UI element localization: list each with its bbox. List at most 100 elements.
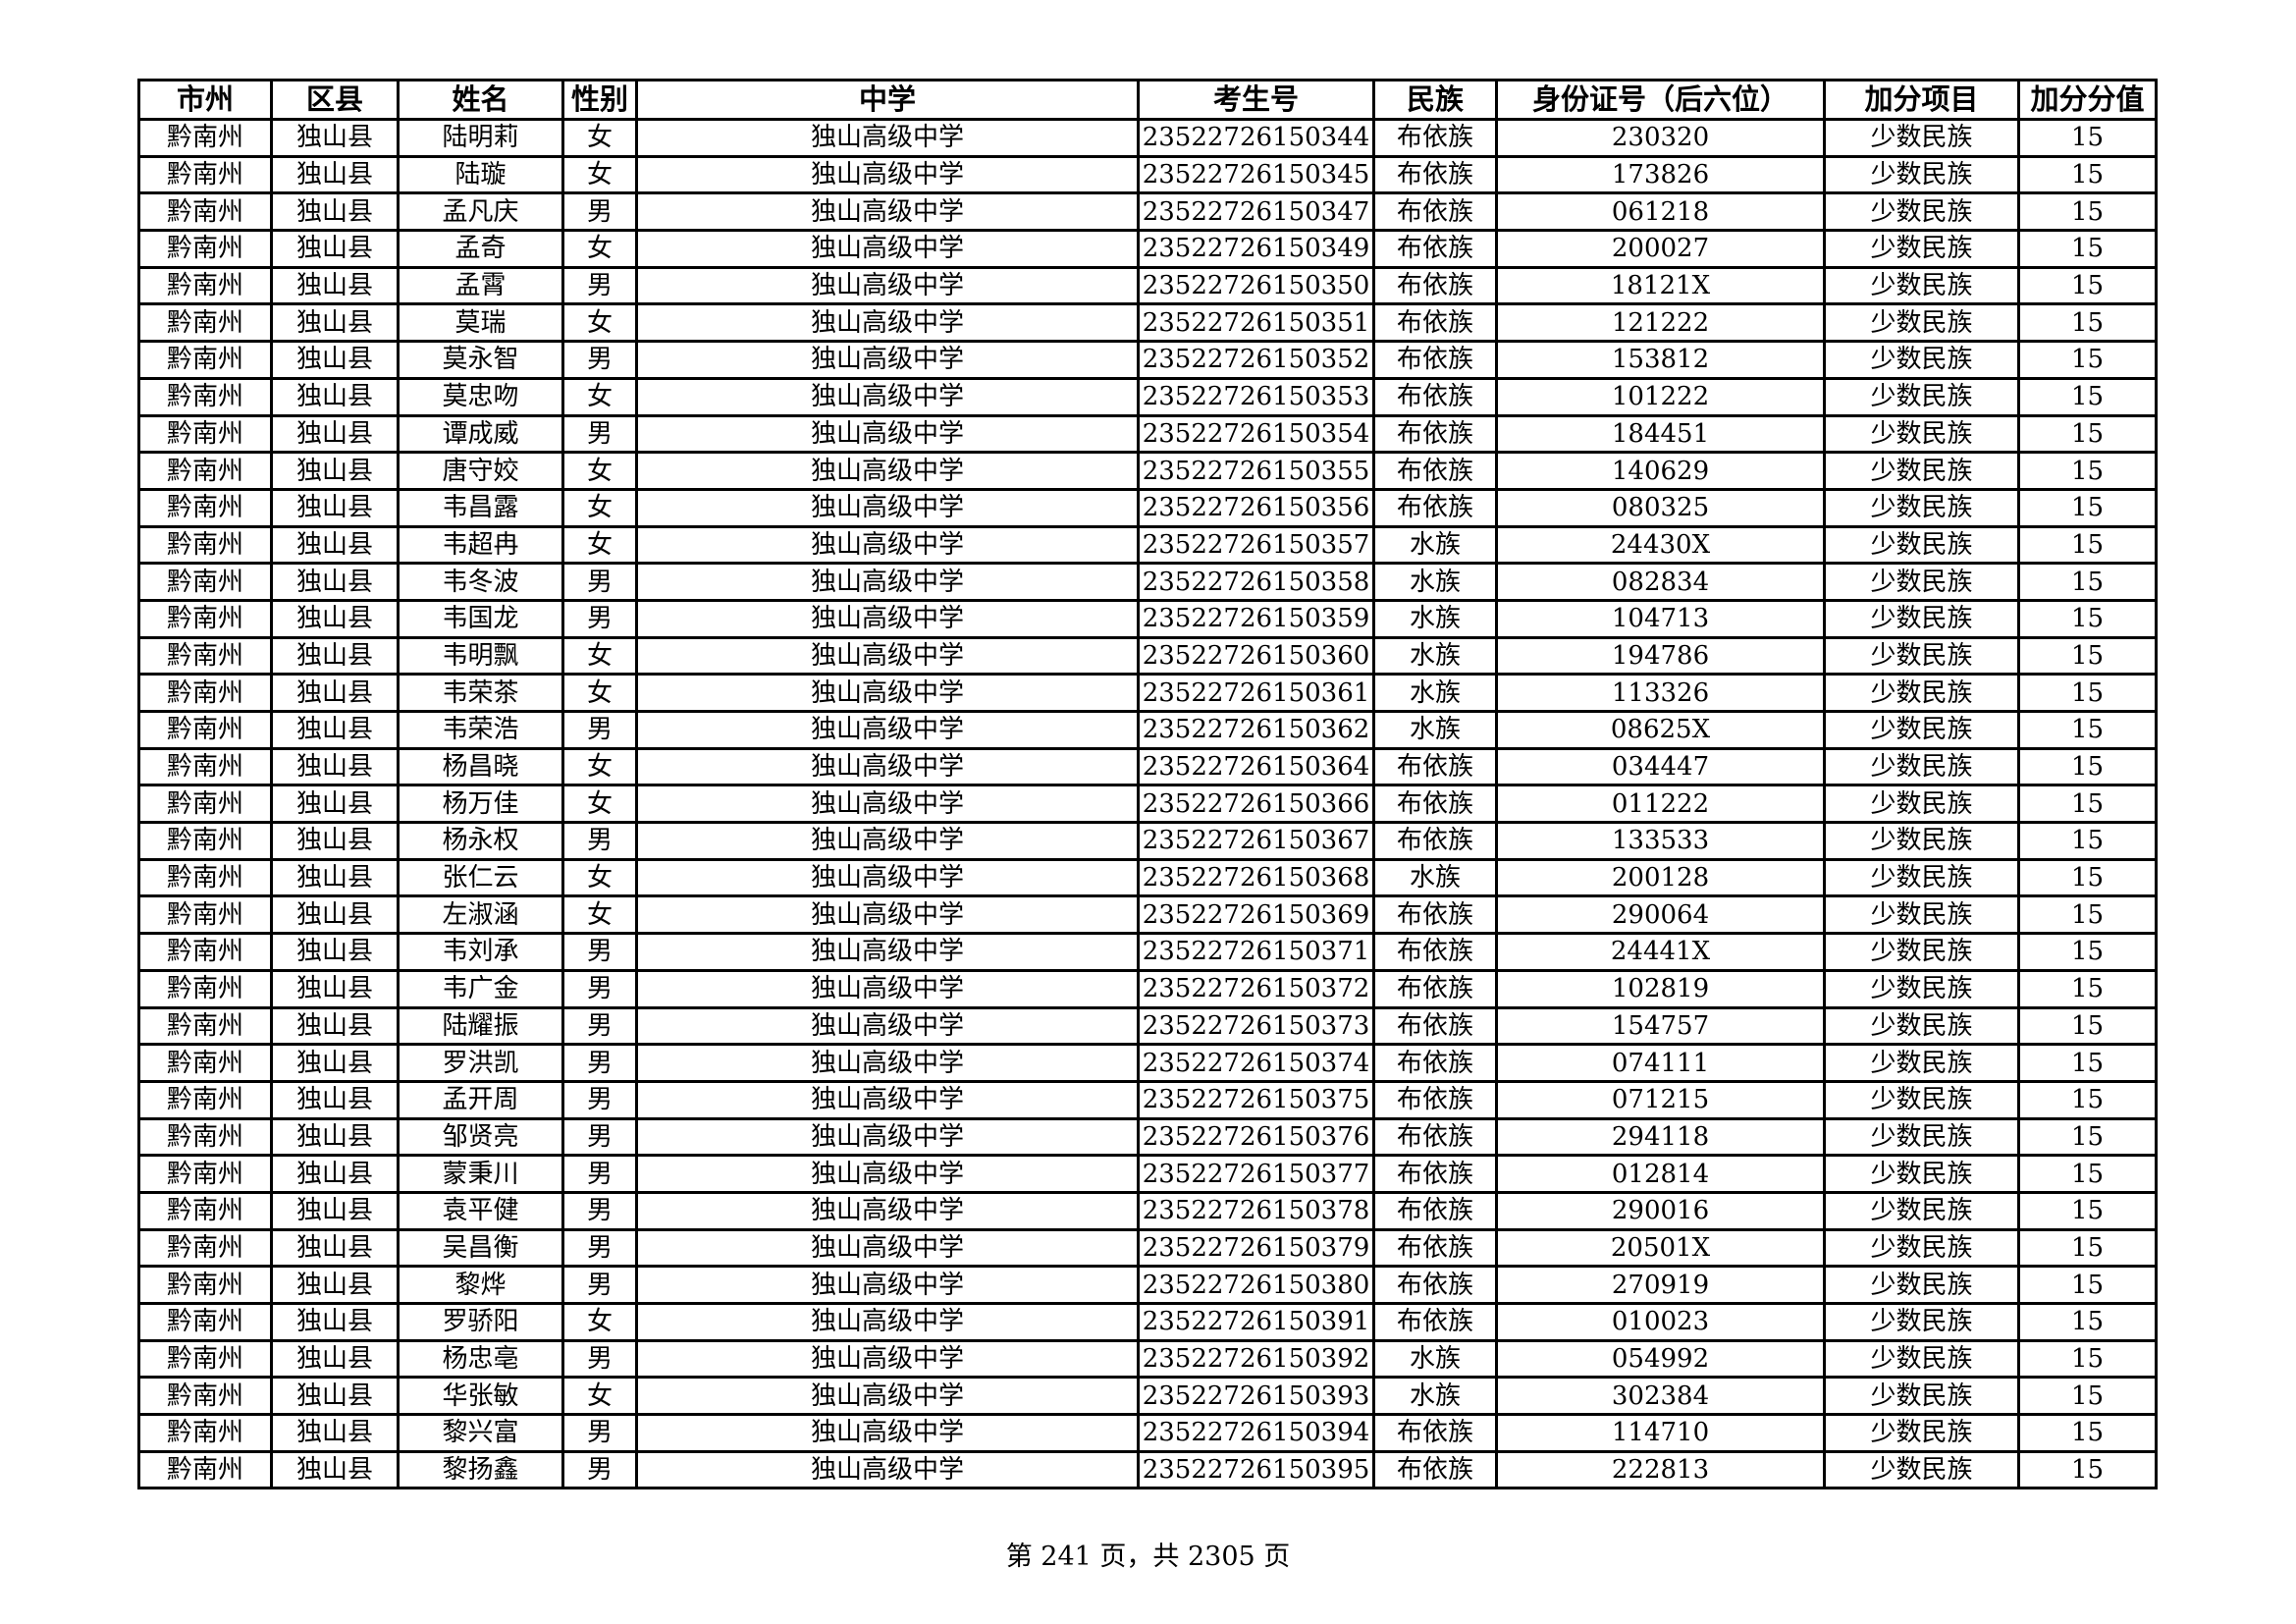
cell-bonus-points: 15 xyxy=(2017,229,2158,269)
cell-bonus-item: 少数民族 xyxy=(1823,1376,2020,1417)
cell-school: 独山高级中学 xyxy=(635,821,1140,861)
cell-name: 陆璇 xyxy=(397,154,564,195)
cell-bonus-item: 少数民族 xyxy=(1823,1079,2020,1120)
cell-id-last-six: 154757 xyxy=(1495,1005,1826,1047)
cell-ethnicity: 布依族 xyxy=(1372,376,1498,417)
cell-name: 吴昌衡 xyxy=(397,1227,564,1269)
cell-bonus-points: 15 xyxy=(2017,1043,2158,1083)
table-row: 黔南州 独山县 张仁云女独山高级中学 23522726150368 水族 200128 少数… xyxy=(137,857,2158,898)
cell-city: 黔南州 xyxy=(137,524,273,566)
cell-bonus-points: 15 xyxy=(2017,932,2158,972)
cell-ethnicity: 布依族 xyxy=(1372,894,1498,936)
cell-ethnicity: 布依族 xyxy=(1372,1265,1498,1305)
cell-gender: 男 xyxy=(561,1413,638,1453)
cell-name: 韦明飘 xyxy=(397,635,564,677)
cell-bonus-item: 少数民族 xyxy=(1823,191,2020,233)
cell-county: 独山县 xyxy=(270,1154,400,1194)
cell-name: 韦国龙 xyxy=(397,598,564,639)
cell-id-last-six: 194786 xyxy=(1495,635,1826,677)
cell-exam-number: 23522726150395 xyxy=(1137,1449,1375,1490)
cell-county: 独山县 xyxy=(270,524,400,566)
cell-id-last-six: 101222 xyxy=(1495,376,1826,417)
cell-school: 独山高级中学 xyxy=(635,562,1140,602)
cell-county: 独山县 xyxy=(270,376,400,417)
cell-bonus-points: 15 xyxy=(2017,451,2158,491)
cell-bonus-points: 15 xyxy=(2017,413,2158,455)
cell-bonus-points: 15 xyxy=(2017,1154,2158,1194)
cell-county: 独山县 xyxy=(270,340,400,380)
cell-bonus-item: 少数民族 xyxy=(1823,635,2020,677)
cell-ethnicity: 水族 xyxy=(1372,710,1498,750)
cell-ethnicity: 布依族 xyxy=(1372,302,1498,344)
cell-exam-number: 23522726150358 xyxy=(1137,562,1375,602)
cell-bonus-points: 15 xyxy=(2017,487,2158,528)
header-name: 姓名 xyxy=(397,79,564,121)
cell-id-last-six: 200027 xyxy=(1495,229,1826,269)
cell-school: 独山高级中学 xyxy=(635,857,1140,898)
cell-bonus-item: 少数民族 xyxy=(1823,302,2020,344)
cell-name: 莫永智 xyxy=(397,340,564,380)
cell-city: 黔南州 xyxy=(137,1413,273,1453)
cell-ethnicity: 布依族 xyxy=(1372,1079,1498,1120)
table-row: 黔南州 独山县 韦荣茶女独山高级中学 23522726150361 水族 113326 少数… xyxy=(137,673,2158,713)
cell-school: 独山高级中学 xyxy=(635,191,1140,233)
cell-name: 孟霄 xyxy=(397,265,564,306)
cell-id-last-six: 294118 xyxy=(1495,1116,1826,1158)
cell-gender: 男 xyxy=(561,265,638,306)
cell-bonus-points: 15 xyxy=(2017,562,2158,602)
cell-school: 独山高级中学 xyxy=(635,1265,1140,1305)
cell-bonus-item: 少数民族 xyxy=(1823,1043,2020,1083)
cell-school: 独山高级中学 xyxy=(635,340,1140,380)
cell-county: 独山县 xyxy=(270,413,400,455)
header-exam-number: 考生号 xyxy=(1137,79,1375,121)
cell-name: 谭成威 xyxy=(397,413,564,455)
cell-id-last-six: 010023 xyxy=(1495,1302,1826,1342)
cell-bonus-item: 少数民族 xyxy=(1823,821,2020,861)
cell-gender: 男 xyxy=(561,1338,638,1380)
cell-exam-number: 23522726150378 xyxy=(1137,1190,1375,1231)
table-row: 黔南州 独山县 孟开周男独山高级中学 23522726150375 布依族 071215 少… xyxy=(137,1079,2158,1120)
cell-bonus-item: 少数民族 xyxy=(1823,1413,2020,1453)
cell-county: 独山县 xyxy=(270,1116,400,1158)
cell-gender: 女 xyxy=(561,1302,638,1342)
cell-bonus-item: 少数民族 xyxy=(1823,932,2020,972)
cell-bonus-item: 少数民族 xyxy=(1823,118,2020,158)
cell-gender: 男 xyxy=(561,821,638,861)
cell-id-last-six: 080325 xyxy=(1495,487,1826,528)
table-row: 黔南州 独山县 陆璇女独山高级中学 23522726150345 布依族 173826 少数… xyxy=(137,154,2158,195)
table-row: 黔南州 独山县 袁平健男独山高级中学 23522726150378 布依族 290016 少… xyxy=(137,1190,2158,1231)
cell-bonus-points: 15 xyxy=(2017,524,2158,566)
cell-school: 独山高级中学 xyxy=(635,154,1140,195)
cell-ethnicity: 布依族 xyxy=(1372,1005,1498,1047)
cell-bonus-points: 15 xyxy=(2017,598,2158,639)
cell-gender: 男 xyxy=(561,340,638,380)
cell-city: 黔南州 xyxy=(137,1376,273,1417)
cell-city: 黔南州 xyxy=(137,451,273,491)
cell-ethnicity: 布依族 xyxy=(1372,1413,1498,1453)
cell-exam-number: 23522726150391 xyxy=(1137,1302,1375,1342)
cell-county: 独山县 xyxy=(270,968,400,1009)
cell-city: 黔南州 xyxy=(137,598,273,639)
cell-gender: 男 xyxy=(561,1265,638,1305)
cell-exam-number: 23522726150392 xyxy=(1137,1338,1375,1380)
cell-school: 独山高级中学 xyxy=(635,1190,1140,1231)
cell-city: 黔南州 xyxy=(137,821,273,861)
cell-county: 独山县 xyxy=(270,1043,400,1083)
cell-gender: 男 xyxy=(561,1154,638,1194)
table-row: 黔南州 独山县 孟霄男独山高级中学 23522726150350 布依族 18121X 少数… xyxy=(137,265,2158,306)
cell-county: 独山县 xyxy=(270,191,400,233)
cell-county: 独山县 xyxy=(270,487,400,528)
cell-gender: 女 xyxy=(561,302,638,344)
header-city: 市州 xyxy=(137,79,273,121)
cell-bonus-item: 少数民族 xyxy=(1823,784,2020,825)
cell-id-last-six: 290016 xyxy=(1495,1190,1826,1231)
cell-city: 黔南州 xyxy=(137,562,273,602)
cell-ethnicity: 布依族 xyxy=(1372,229,1498,269)
cell-city: 黔南州 xyxy=(137,1154,273,1194)
cell-name: 袁平健 xyxy=(397,1190,564,1231)
cell-bonus-item: 少数民族 xyxy=(1823,710,2020,750)
cell-id-last-six: 24430X xyxy=(1495,524,1826,566)
cell-county: 独山县 xyxy=(270,673,400,713)
cell-city: 黔南州 xyxy=(137,746,273,787)
cell-name: 莫瑞 xyxy=(397,302,564,344)
